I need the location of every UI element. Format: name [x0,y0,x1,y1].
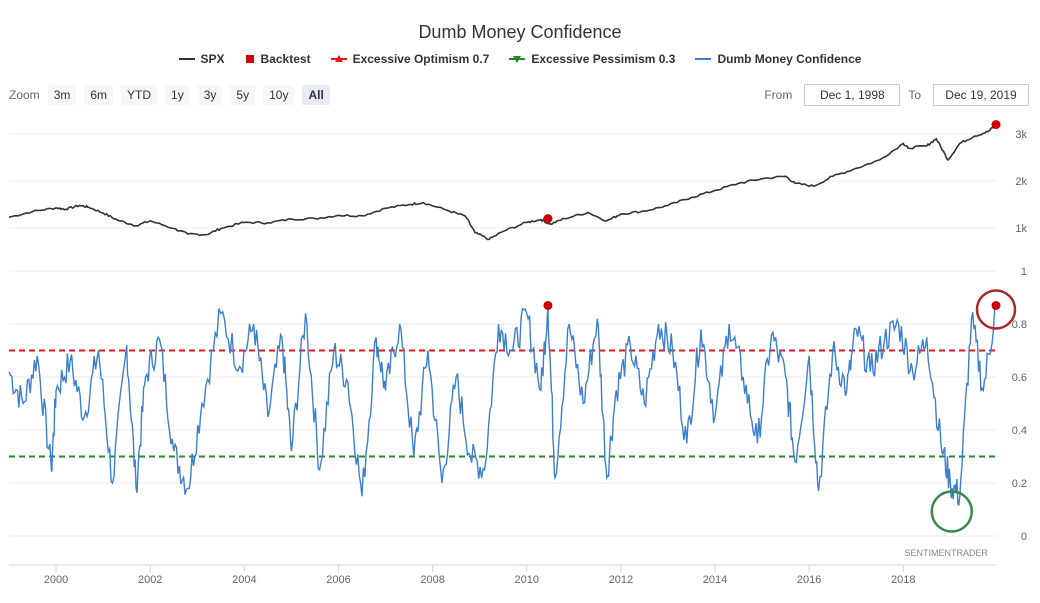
legend-label-dmc: Dumb Money Confidence [717,52,862,66]
date-range: From Dec 1, 1998 To Dec 19, 2019 [764,84,1029,106]
axes: 1k 2k 3k 0 0.2 0.4 0.6 0.8 1 2000 2002 2004 2006 2008… [9,129,1027,586]
spx-series-line [8,124,997,241]
highlight-circles [930,289,1017,533]
square-marker-icon [245,55,254,63]
triangle-marker-icon [330,55,347,62]
legend-item-optimism[interactable]: Excessive Optimism 0.7 [330,52,490,66]
zoom-all-button[interactable]: All [302,85,330,105]
triangle-down-marker-icon [509,56,526,63]
zoom-3m-button[interactable]: 3m [47,85,77,105]
legend-label-pessimism: Excessive Pessimism 0.3 [531,52,676,66]
backtest-point-dmc [991,300,1001,310]
zoom-5y-button[interactable]: 5y [230,85,256,105]
line-marker-icon [178,58,195,60]
highlight-circle-high [975,289,1017,330]
dmc-y-tick-label: 0.2 [1012,478,1027,490]
dmc-y-tick-label: 0.4 [1012,425,1027,437]
legend-item-pessimism[interactable]: Excessive Pessimism 0.3 [509,52,675,66]
line-marker-icon [695,58,712,60]
legend-item-spx[interactable]: SPX [178,52,225,66]
x-tick-label: 2010 [514,574,538,586]
x-tick-label: 2008 [420,574,444,586]
from-date-input[interactable]: Dec 1, 1998 [804,84,901,106]
chart-title: Dumb Money Confidence [418,22,622,42]
legend-label-spx: SPX [200,52,225,66]
legend: SPX Backtest Excessive Optimism 0.7 Exce… [0,52,1040,66]
dmc-series-line [8,305,997,507]
dmc-y-tick-label: 0.8 [1012,319,1027,331]
x-tick-label: 2000 [44,574,68,586]
legend-label-optimism: Excessive Optimism 0.7 [352,52,490,66]
credit-text: SENTIMENTRADER [904,548,988,558]
dmc-y-tick-label: 0 [1021,531,1027,543]
backtest-point-spx [543,214,553,224]
zoom-10y-button[interactable]: 10y [263,85,295,105]
zoom-ytd-button[interactable]: YTD [121,85,158,105]
spx-y-tick-label: 3k [1015,129,1027,141]
x-tick-label: 2006 [326,574,350,586]
legend-item-dmc[interactable]: Dumb Money Confidence [695,52,861,66]
zoom-1y-button[interactable]: 1y [165,85,190,105]
x-tick-label: 2016 [797,574,821,586]
to-label: To [908,88,921,102]
zoom-bar: Zoom 3m 6m YTD 1y 3y 5y 10y All [9,85,338,105]
zoom-label: Zoom [9,88,40,102]
dmc-y-tick-label: 1 [1021,266,1027,278]
zoom-3y-button[interactable]: 3y [197,85,223,105]
x-tick-label: 2004 [232,574,256,586]
dmc-y-tick-label: 0.6 [1012,372,1027,384]
backtest-points [543,120,1001,310]
legend-label-backtest: Backtest [260,52,311,66]
spx-y-tick-label: 1k [1015,223,1027,235]
x-tick-label: 2018 [891,574,915,586]
zoom-6m-button[interactable]: 6m [84,85,114,105]
legend-item-backtest[interactable]: Backtest [245,52,311,66]
x-tick-label: 2012 [609,574,633,586]
spx-y-tick-label: 2k [1015,176,1027,188]
x-tick-label: 2014 [703,574,727,586]
x-tick-label: 2002 [138,574,162,586]
backtest-point-spx [991,120,1001,130]
backtest-point-dmc [543,300,553,310]
from-label: From [764,88,793,102]
highlight-circle-low [930,490,974,533]
to-date-input[interactable]: Dec 19, 2019 [933,84,1029,106]
